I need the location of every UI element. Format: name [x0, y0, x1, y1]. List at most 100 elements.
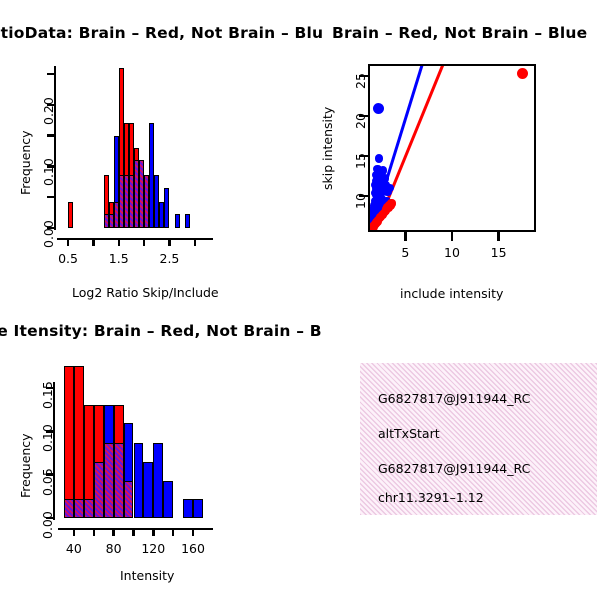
- intensity-hist-x-tick: [132, 528, 135, 536]
- ratio-hist-x-tick: [142, 238, 146, 246]
- scatter-plot-frame: [368, 64, 536, 232]
- panel-ratio-histogram: atioData: Brain – Red, Not Brain – Blu F…: [0, 0, 323, 300]
- intensity-hist-bar-overlap: [73, 498, 84, 518]
- ratio-hist-y-ticklabel: 0.20: [41, 97, 56, 125]
- scatter-x-tick: [450, 232, 454, 241]
- ratio-hist-y-tick: [47, 226, 55, 230]
- intensity-hist-bar-overlap: [123, 480, 134, 518]
- ratio-hist-y-axis-line: [54, 66, 57, 230]
- intensity-hist-bar: [63, 366, 74, 518]
- intensity-hist-x-tick: [191, 528, 195, 536]
- ratio-hist-y-tick: [47, 72, 55, 76]
- intensity-histogram-xlabel: Intensity: [120, 568, 175, 583]
- scatter-point: [385, 183, 394, 193]
- scatter-xlabel: include intensity: [400, 286, 504, 301]
- intensity-hist-y-tick: [46, 386, 54, 390]
- intensity-hist-x-tick: [72, 528, 76, 536]
- intensity-hist-y-tick: [46, 473, 54, 476]
- ratio-hist-y-tick: [47, 196, 55, 199]
- intensity-hist-bar-overlap: [93, 461, 104, 518]
- ratio-hist-bar-overlap: [134, 160, 140, 228]
- ratio-hist-y-tick: [47, 103, 55, 107]
- intensity-hist-x-ticklabel: 160: [181, 541, 205, 556]
- intensity-hist-x-tick: [152, 528, 155, 536]
- intensity-histogram-plot-area: 0.00 0.05 0.10 0.15 40 80 120 160: [0, 300, 300, 600]
- ratio-hist-bar-overlap: [118, 175, 124, 228]
- ratio-hist-x-ticklabel: 1.5: [108, 251, 129, 266]
- infobox-line-event-type: altTxStart: [378, 426, 440, 441]
- ratio-hist-bar: [184, 214, 190, 228]
- intensity-hist-bar: [193, 498, 203, 518]
- ratio-hist-bar: [159, 201, 165, 228]
- scatter-y-tick: [359, 74, 368, 78]
- intensity-hist-x-ticklabel: 40: [65, 541, 82, 556]
- ratio-hist-bar-overlap: [144, 175, 150, 228]
- intensity-hist-bar-overlap: [63, 498, 74, 518]
- ratio-hist-x-tick: [92, 238, 95, 246]
- ratio-histogram-xlabel: Log2 Ratio Skip/Include: [72, 285, 219, 300]
- scatter-x-ticklabel: 15: [490, 245, 507, 260]
- ratio-hist-y-tick: [47, 134, 55, 137]
- intensity-hist-y-axis-line: [53, 381, 56, 520]
- scatter-point: [380, 174, 389, 183]
- ratio-hist-x-tick: [193, 238, 197, 246]
- infobox-line-gene: G6827817@J911944_RC: [378, 461, 531, 476]
- intensity-hist-x-tick: [112, 528, 115, 536]
- panel-infobox: G6827817@J911944_RC altTxStart G6827817@…: [300, 300, 600, 600]
- scatter-x-ticklabel: 5: [401, 245, 410, 260]
- scatter-y-tick: [359, 154, 368, 158]
- ratio-histogram-title: atioData: Brain – Red, Not Brain – Blu: [0, 24, 324, 42]
- intensity-hist-bar: [183, 498, 194, 518]
- intensity-hist-x-ticklabel: 80: [105, 541, 122, 556]
- panel-intensity-histogram: ne Itensity: Brain – Red, Not Brain – B …: [0, 300, 322, 600]
- intensity-hist-bar-overlap: [103, 443, 114, 518]
- scatter-point: [383, 187, 392, 197]
- intensity-hist-bar: [163, 480, 174, 518]
- intensity-hist-y-ticklabel: 0.00: [40, 511, 55, 539]
- intensity-hist-y-ticklabel: 0.15: [40, 381, 55, 409]
- infobox-line-locus: chr11.3291–1.12: [378, 490, 484, 505]
- intensity-hist-y-ticklabel: 0.05: [40, 467, 55, 496]
- scatter-point: [375, 154, 384, 163]
- intensity-hist-x-tick: [172, 528, 175, 536]
- intensity-histogram-title: ne Itensity: Brain – Red, Not Brain – B: [0, 322, 322, 340]
- intensity-hist-bar: [133, 443, 144, 518]
- infobox-line-probeset: G6827817@J911944_RC: [378, 391, 531, 406]
- ratio-hist-bar-overlap: [123, 175, 129, 228]
- intensity-hist-y-tick: [46, 516, 54, 520]
- ratio-histogram-plot-area: 0.00 0.10 0.20 0.5 1.5 2.5: [0, 0, 300, 300]
- ratio-hist-y-ticklabel: 0.10: [41, 158, 56, 187]
- ratio-hist-bar: [164, 188, 170, 228]
- ratio-hist-x-tick: [66, 238, 70, 246]
- scatter-point: [372, 102, 384, 114]
- ratio-hist-y-ticklabel: 0.00: [41, 220, 56, 248]
- scatter-title: Brain – Red, Not Brain – Blue: [332, 24, 588, 42]
- ratio-hist-bar: [174, 214, 180, 228]
- intensity-hist-bar: [153, 443, 164, 518]
- intensity-hist-bar: [73, 366, 84, 518]
- intensity-hist-y-tick: [46, 430, 54, 433]
- scatter-point: [516, 68, 528, 80]
- intensity-hist-x-axis-line: [58, 528, 213, 531]
- intensity-hist-bar: [143, 461, 154, 518]
- intensity-hist-bar-overlap: [83, 498, 94, 518]
- ratio-hist-bar: [149, 123, 155, 228]
- scatter-point: [368, 225, 375, 232]
- ratio-hist-x-ticklabel: 2.5: [159, 251, 180, 266]
- ratio-hist-x-tick: [168, 238, 171, 246]
- ratio-hist-x-ticklabel: 0.5: [58, 251, 78, 266]
- ratio-hist-x-axis-line: [57, 238, 213, 241]
- scatter-x-tick: [404, 232, 407, 241]
- ratio-hist-bar-overlap: [108, 214, 114, 228]
- scatter-x-tick: [497, 232, 500, 241]
- intensity-hist-bar-overlap: [113, 443, 124, 518]
- ratio-hist-y-tick: [47, 165, 55, 168]
- intensity-hist-x-ticklabel: 120: [141, 541, 166, 556]
- scatter-y-tick: [359, 194, 368, 198]
- ratio-hist-bar-overlap: [103, 214, 109, 228]
- ratio-hist-x-tick: [117, 238, 120, 246]
- intensity-hist-y-ticklabel: 0.10: [40, 424, 55, 453]
- scatter-y-tick: [359, 114, 368, 118]
- scatter-point: [384, 203, 393, 213]
